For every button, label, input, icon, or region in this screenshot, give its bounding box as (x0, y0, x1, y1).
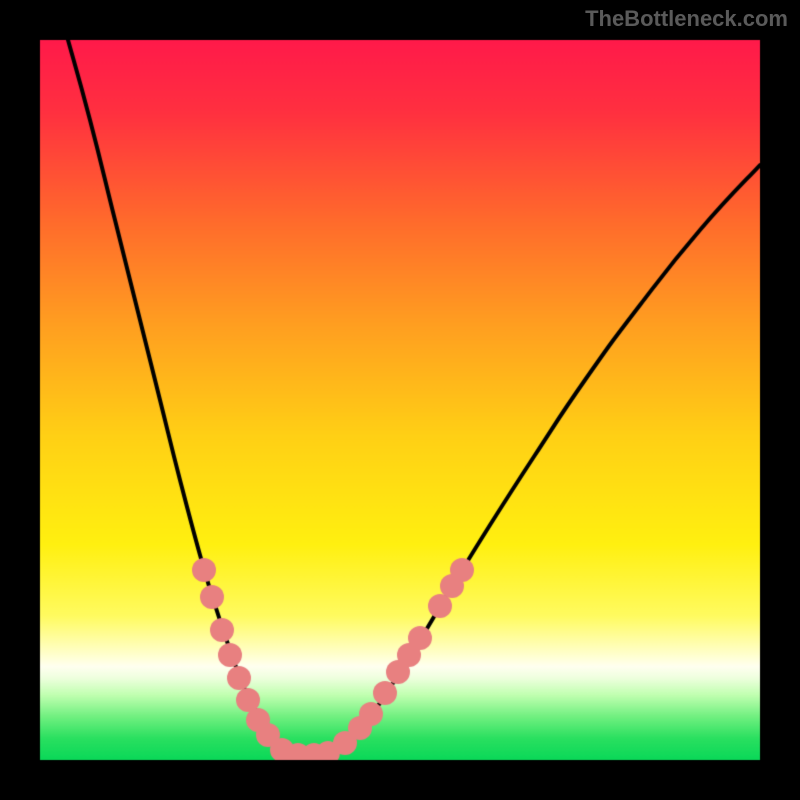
bottleneck-chart (0, 0, 800, 800)
watermark-text: TheBottleneck.com (585, 6, 788, 32)
